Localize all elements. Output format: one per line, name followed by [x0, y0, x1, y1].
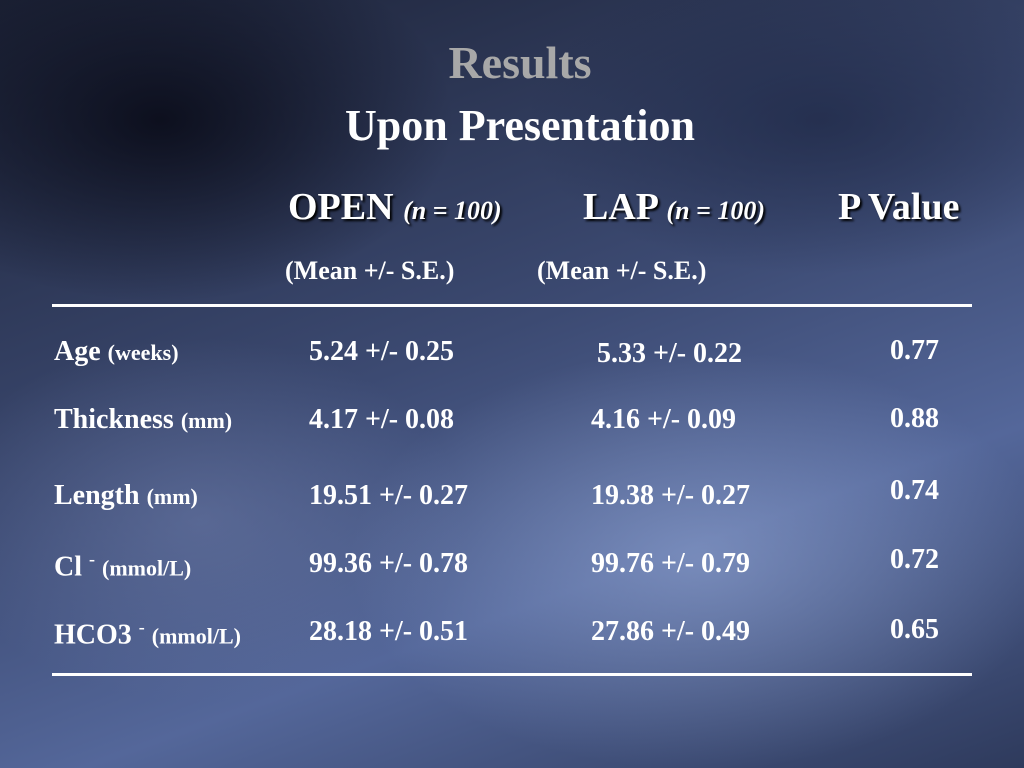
unit: (mmol/L)	[102, 555, 192, 581]
lap-value: 99.76 +/- 0.79	[591, 548, 751, 579]
lap-value: 4.16 +/- 0.09	[591, 404, 737, 435]
unit: (mmol/L)	[151, 623, 241, 649]
lap-value: 5.33 +/- 0.22	[597, 338, 743, 369]
rule	[52, 304, 972, 307]
subtitle: Upon Presentation	[345, 101, 695, 150]
column-header: OPEN (n = 100)	[288, 188, 502, 226]
label: Thickness	[54, 404, 174, 435]
p-value: 0.88	[890, 403, 939, 434]
row-label: Age (weeks)	[54, 338, 179, 366]
lap-value: 27.86 +/- 0.49	[591, 616, 751, 647]
label-sup: -	[89, 549, 95, 569]
lap-value: 19.38 +/- 0.27	[591, 480, 751, 511]
title: Results	[448, 37, 592, 88]
column-header: LAP (n = 100)	[583, 188, 765, 226]
label: Cl	[54, 551, 82, 583]
unit: (mm)	[180, 408, 233, 433]
open-value: 19.51 +/- 0.27	[309, 480, 469, 511]
label-sup: -	[138, 617, 145, 637]
label: Age	[54, 336, 101, 367]
label: Length	[54, 480, 140, 511]
column-n: (n = 100)	[666, 196, 765, 225]
p-value: 0.74	[890, 475, 939, 506]
column-stat: (Mean +/- S.E.)	[537, 256, 707, 285]
unit: (mm)	[146, 484, 198, 509]
column-name: P Value	[838, 186, 960, 228]
column-name: OPEN	[288, 186, 394, 228]
p-value: 0.72	[890, 544, 939, 575]
p-value: 0.77	[890, 335, 939, 366]
open-value: 99.36 +/- 0.78	[309, 548, 469, 579]
column-name: LAP	[583, 186, 657, 228]
row-label: Cl - (mmol/L)	[54, 550, 191, 581]
column-header: P Value	[838, 188, 959, 226]
column-n: (n = 100)	[403, 196, 502, 225]
row-label: HCO3 - (mmol/L)	[54, 618, 241, 649]
open-value: 5.24 +/- 0.25	[309, 336, 455, 367]
row-label: Thickness (mm)	[54, 406, 232, 434]
rule	[52, 673, 972, 676]
p-value: 0.65	[890, 614, 939, 645]
row-label: Length (mm)	[54, 482, 198, 510]
open-value: 28.18 +/- 0.51	[309, 616, 469, 647]
open-value: 4.17 +/- 0.08	[309, 404, 455, 435]
label: HCO3	[54, 619, 132, 651]
column-stat: (Mean +/- S.E.)	[285, 256, 455, 285]
unit: (weeks)	[107, 340, 179, 365]
